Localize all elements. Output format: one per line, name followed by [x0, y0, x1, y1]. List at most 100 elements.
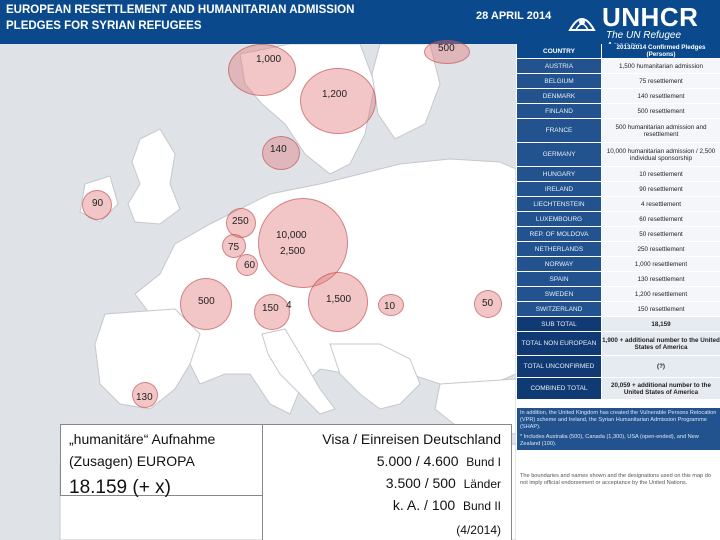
- table-row: HUNGARY 10 resettlement: [517, 167, 720, 182]
- bubble-norway: [228, 44, 296, 96]
- subtotal-value: 18,159: [601, 317, 720, 331]
- report-date: 28 APRIL 2014: [476, 10, 552, 22]
- row-pledge: 10,000 humanitarian admission / 2,500 in…: [601, 143, 720, 166]
- column-header-pledges: 2013/2014 Confirmed Pledges (Persons): [601, 44, 720, 58]
- non-european-row: TOTAL NON EUROPEAN 1,900 + additional num…: [517, 332, 720, 356]
- title-line-2: PLEDGES FOR SYRIAN REFUGEES: [6, 20, 202, 32]
- bubble-label-norway: 1,000: [256, 54, 282, 65]
- table-row: SPAIN 130 resettlement: [517, 272, 720, 287]
- row-pledge: 50 resettlement: [601, 227, 720, 241]
- bubble-moldova: [474, 290, 502, 318]
- row-country: DENMARK: [517, 89, 601, 103]
- visa-title: Visa / Einreisen Deutschland: [322, 431, 501, 447]
- row-pledge: 75 resettlement: [601, 74, 720, 88]
- row-country: FRANCE: [517, 119, 601, 142]
- header-bar: EUROPEAN RESETTLEMENT AND HUMANITARIAN A…: [0, 0, 720, 52]
- bubble-hungary: [378, 294, 404, 316]
- bubble-label-ireland: 90: [92, 198, 104, 209]
- balkans-land: [329, 343, 421, 410]
- bubble-label-hungary: 10: [384, 301, 396, 312]
- italy-land: [261, 328, 336, 415]
- row-pledge: 1,000 resettlement: [601, 257, 720, 271]
- combined-total-label: COMBINED TOTAL: [517, 378, 601, 399]
- row-pledge: 150 resettlement: [601, 302, 720, 316]
- subtotal-label: SUB TOTAL: [517, 317, 601, 331]
- unconfirmed-label: TOTAL UNCONFIRMED: [517, 356, 601, 377]
- table-row: NETHERLANDS 250 resettlement: [517, 242, 720, 257]
- bubble-switzerland: [254, 294, 290, 330]
- visa-row-bund-1: 5.000 / 4.600 Bund I: [377, 453, 501, 469]
- bubble-ireland: [82, 190, 112, 220]
- non-european-value: 1,900 + additional number to the United …: [601, 332, 720, 355]
- row-pledge: 1,500 humanitarian admission: [601, 59, 720, 73]
- unhcr-logo: UNHCR The UN Refugee Agency: [566, 2, 716, 52]
- bubble-label-netherlands: 250: [232, 216, 249, 227]
- notes-box: In addition, the United Kingdom has crea…: [517, 408, 720, 450]
- bubble-luxembourg: [236, 254, 258, 276]
- combined-total-value: 20,059 + additional number to the United…: [601, 378, 720, 399]
- row-country: SPAIN: [517, 272, 601, 286]
- bubble-label-germany-1: 10,000: [276, 230, 307, 241]
- row-country: SWITZERLAND: [517, 302, 601, 316]
- table-row: BELGIUM 75 resettlement: [517, 74, 720, 89]
- row-pledge: 60 resettlement: [601, 212, 720, 226]
- bubble-sweden: [300, 68, 376, 134]
- bubble-label-austria: 1,500: [326, 294, 352, 305]
- row-country: BELGIUM: [517, 74, 601, 88]
- row-pledge: 500 humanitarian admission and resettlem…: [601, 119, 720, 142]
- unconfirmed-value: (?): [601, 356, 720, 377]
- non-european-label: TOTAL NON EUROPEAN: [517, 332, 601, 355]
- table-row: GERMANY 10,000 humanitarian admission / 2…: [517, 143, 720, 167]
- table-row: REP. OF MOLDOVA 50 resettlement: [517, 227, 720, 242]
- admission-line-1: „humanitäre“ Aufnahme: [69, 431, 216, 447]
- admission-total: 18.159 (+ x): [69, 477, 171, 498]
- row-country: HUNGARY: [517, 167, 601, 181]
- bubble-denmark: [262, 136, 300, 170]
- row-country: AUSTRIA: [517, 59, 601, 73]
- visa-germany-box: Visa / Einreisen Deutschland 5.000 / 4.6…: [262, 424, 512, 540]
- logo-name: UNHCR: [602, 2, 699, 32]
- row-pledge: 90 resettlement: [601, 182, 720, 196]
- row-country: REP. OF MOLDOVA: [517, 227, 601, 241]
- note-text-2: * Includes Australia (500), Canada (1,30…: [520, 434, 699, 447]
- subtotal-row: SUB TOTAL 18,159: [517, 317, 720, 332]
- note-text: In addition, the United Kingdom has crea…: [520, 410, 717, 430]
- table-row: SWEDEN 1,200 resettlement: [517, 287, 720, 302]
- table-row: SWITZERLAND 150 resettlement: [517, 302, 720, 317]
- bubble-netherlands: [226, 208, 256, 238]
- bubble-label-belgium: 75: [228, 242, 240, 253]
- table-row: FRANCE 500 humanitarian admission and res…: [517, 119, 720, 143]
- table-header-row: COUNTRY 2013/2014 Confirmed Pledges (Per…: [517, 44, 720, 59]
- row-country: FINLAND: [517, 104, 601, 118]
- bubble-label-germany-2: 2,500: [280, 246, 306, 257]
- bubble-label-luxembourg: 60: [244, 260, 256, 271]
- row-pledge: 1,200 resettlement: [601, 287, 720, 301]
- bubble-label-denmark: 140: [270, 144, 287, 155]
- table-row: LUXEMBOURG 60 resettlement: [517, 212, 720, 227]
- table-row: DENMARK 140 resettlement: [517, 89, 720, 104]
- table-row: LIECHTENSTEIN 4 resettlement: [517, 197, 720, 212]
- combined-total-row: COMBINED TOTAL 20,059 + additional number…: [517, 378, 720, 400]
- row-country: NETHERLANDS: [517, 242, 601, 256]
- admission-line-2: (Zusagen) EUROPA: [69, 453, 195, 469]
- row-pledge: 130 resettlement: [601, 272, 720, 286]
- row-country: LIECHTENSTEIN: [517, 197, 601, 211]
- row-pledge: 140 resettlement: [601, 89, 720, 103]
- table-row: IRELAND 90 resettlement: [517, 182, 720, 197]
- table-row: NORWAY 1,000 resettlement: [517, 257, 720, 272]
- visa-unit-bund-1: Bund I: [466, 455, 501, 469]
- visa-row-laender: 3.500 / 500 Länder: [386, 475, 501, 491]
- table-row: FINLAND 500 resettlement: [517, 104, 720, 119]
- row-pledge: 500 resettlement: [601, 104, 720, 118]
- row-pledge: 10 resettlement: [601, 167, 720, 181]
- row-country: IRELAND: [517, 182, 601, 196]
- bubble-label-france: 500: [198, 296, 215, 307]
- row-country: GERMANY: [517, 143, 601, 166]
- row-country: NORWAY: [517, 257, 601, 271]
- row-pledge: 4 resettlement: [601, 197, 720, 211]
- row-pledge: 250 resettlement: [601, 242, 720, 256]
- visa-value-bund-2: k. A. / 100: [392, 497, 456, 513]
- unhcr-emblem-icon: [568, 18, 596, 31]
- bubble-finland: [424, 40, 470, 64]
